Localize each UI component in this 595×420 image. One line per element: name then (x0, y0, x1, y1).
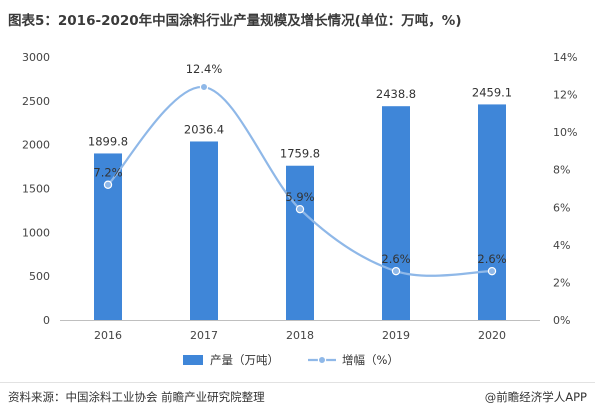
y-right-tick-label: 2% (553, 276, 570, 289)
y-left-tick-label: 2000 (22, 139, 50, 152)
legend-line-label: 增幅（%） (342, 353, 399, 367)
bar-value-label: 2036.4 (184, 122, 224, 136)
legend-bar-swatch (183, 355, 203, 365)
source-note: 资料来源：中国涂料工业协会 前瞻产业研究院整理 (8, 390, 265, 404)
growth-line (107, 85, 493, 277)
y-right-tick-label: 4% (553, 239, 570, 252)
chart-title: 图表5：2016-2020年中国涂料行业产量规模及增长情况(单位：万吨，%) (8, 13, 462, 29)
bar-2018 (286, 165, 314, 320)
brand-credit: @前瞻经济学人APP (484, 390, 587, 404)
y-right-tick-label: 12% (553, 89, 577, 102)
footer-divider (0, 382, 595, 383)
chart-area: 0 500 1000 1500 2000 2500 3000 0% 2% 4% 6% 8% 10% 12%… (22, 51, 577, 367)
axes-layer: 0 500 1000 1500 2000 2500 3000 0% 2% 4% 6% 8% 10% 12%… (22, 51, 577, 342)
y-right-tick-label: 10% (553, 126, 577, 139)
y-right-tick-label: 8% (553, 164, 570, 177)
growth-point-2019 (391, 266, 401, 276)
bar-2020 (478, 104, 506, 320)
bar-value-label: 1899.8 (88, 134, 128, 148)
bar-value-label: 1759.8 (280, 147, 320, 161)
growth-value-label: 2.6% (381, 252, 410, 266)
growth-point-2017 (199, 82, 209, 92)
bar-2019 (382, 106, 410, 320)
y-left-tick-label: 1500 (22, 183, 50, 196)
y-right-tick-label: 0% (553, 314, 570, 327)
growth-point-2020 (487, 266, 497, 276)
x-tick-label: 2019 (382, 329, 410, 342)
y-right-tick-label: 6% (553, 201, 570, 214)
growth-value-label: 5.9% (285, 190, 314, 204)
growth-value-label: 7.2% (93, 166, 122, 180)
y-left-tick-label: 500 (29, 270, 50, 283)
growth-value-label: 12.4% (186, 62, 223, 76)
bar-value-label: 2459.1 (472, 85, 512, 99)
y-left-tick-label: 3000 (22, 51, 50, 64)
growth-point-2016 (103, 180, 113, 189)
x-tick-label: 2020 (478, 329, 506, 342)
y-left-tick-label: 2500 (22, 95, 50, 108)
bar-value-label: 2438.8 (376, 87, 416, 101)
bars-layer (94, 104, 506, 320)
growth-value-label: 2.6% (477, 252, 506, 266)
legend: 产量（万吨） 增幅（%） (183, 353, 399, 367)
y-left-tick-label: 1000 (22, 226, 50, 239)
y-left-tick-label: 0 (43, 314, 50, 327)
x-tick-label: 2017 (190, 329, 218, 342)
x-tick-label: 2018 (286, 329, 314, 342)
legend-line-marker (317, 355, 327, 365)
y-right-tick-label: 14% (553, 51, 577, 64)
labels-layer: 1899.8 2036.4 1759.8 2438.8 2459.1 7.2% 12.4% 5… (88, 62, 512, 266)
growth-point-2018 (295, 204, 305, 214)
x-tick-label: 2016 (94, 329, 122, 342)
bar-2017 (190, 141, 218, 320)
line-layer (103, 82, 497, 277)
legend-bar-label: 产量（万吨） (210, 353, 279, 367)
